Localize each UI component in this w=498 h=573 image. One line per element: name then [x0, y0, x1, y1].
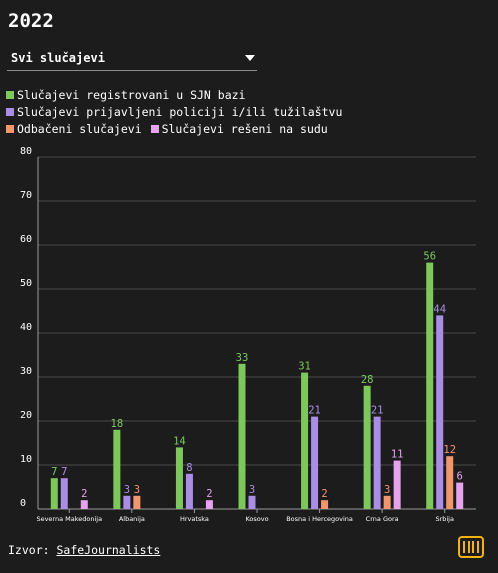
source-prefix: Izvor:: [8, 543, 50, 557]
bar: [456, 482, 464, 509]
y-tick-label: 30: [20, 366, 32, 377]
bar: [123, 495, 131, 509]
data-label: 28: [361, 374, 374, 386]
chart-title: 2022: [8, 10, 54, 32]
data-label: 3: [384, 484, 390, 496]
bar: [383, 495, 391, 509]
bar: [50, 478, 58, 509]
bar: [426, 262, 434, 509]
bar: [205, 500, 213, 509]
data-label: 44: [433, 303, 446, 315]
bar: [393, 460, 401, 509]
bar: [185, 473, 193, 509]
bar: [248, 495, 256, 509]
brand-logo-icon: [458, 536, 484, 558]
legend-swatch: [150, 125, 159, 133]
data-label: 56: [423, 251, 436, 263]
legend-label: Odbačeni slučajevi: [17, 122, 142, 136]
data-label: 3: [249, 484, 255, 496]
data-label: 3: [134, 484, 140, 496]
data-label: 11: [391, 449, 404, 461]
bar: [133, 495, 141, 509]
legend: Slučajevi registrovani u SJN bazi Slučaj…: [6, 87, 492, 138]
data-label: 12: [443, 444, 456, 456]
bar: [113, 429, 121, 509]
legend-item-registered[interactable]: Slučajevi registrovani u SJN bazi: [6, 87, 245, 104]
x-tick-label: Srbija: [435, 515, 454, 523]
y-tick-label: 80: [20, 146, 32, 157]
data-label: 31: [298, 361, 311, 373]
case-filter-dropdown[interactable]: Svi slučajevi: [7, 46, 257, 71]
bar: [436, 315, 444, 509]
legend-label: Slučajevi registrovani u SJN bazi: [17, 88, 246, 102]
y-tick-label: 70: [20, 190, 32, 201]
data-label: 21: [371, 405, 384, 417]
data-label: 8: [186, 462, 192, 474]
source-footer: Izvor: SafeJournalists: [8, 543, 160, 557]
data-label: 14: [173, 435, 186, 447]
x-tick-label: Bosna i Hercegovina: [286, 515, 353, 523]
legend-item-reported[interactable]: Slučajevi prijavljeni policiji i/ili tuž…: [6, 104, 342, 121]
bar: [60, 478, 68, 509]
data-label: 18: [111, 418, 124, 430]
y-tick-label: 10: [20, 454, 32, 465]
x-tick-label: Crna Gora: [366, 515, 399, 523]
data-label: 6: [457, 471, 463, 483]
source-link[interactable]: SafeJournalists: [56, 543, 161, 557]
bar: [301, 372, 309, 509]
bar: [175, 447, 183, 509]
data-label: 7: [61, 466, 67, 478]
y-tick-label: 20: [20, 410, 32, 421]
legend-swatch: [6, 108, 14, 116]
legend-swatch: [6, 125, 14, 133]
legend-item-resolved[interactable]: Slučajevi rešeni na sudu: [150, 121, 328, 138]
y-tick-label: 50: [20, 278, 32, 289]
bar: [80, 500, 88, 509]
bar: [446, 456, 454, 509]
x-tick-label: Hrvatska: [180, 515, 209, 523]
data-label: 2: [321, 488, 327, 500]
legend-label: Slučajevi prijavljeni policiji i/ili tuž…: [17, 105, 343, 119]
data-label: 2: [81, 488, 87, 500]
y-tick-label: 60: [20, 234, 32, 245]
x-tick-label: Albanija: [119, 515, 145, 523]
data-label: 21: [308, 405, 321, 417]
bar: [363, 385, 371, 509]
case-filter-selected: Svi slučajevi: [11, 51, 105, 65]
data-label: 7: [51, 466, 57, 478]
y-tick-label: 40: [20, 322, 32, 333]
data-label: 33: [236, 352, 249, 364]
x-tick-label: Kosovo: [245, 515, 268, 523]
bar: [311, 416, 319, 509]
chevron-down-icon: [245, 55, 255, 61]
y-tick-label: 0: [20, 498, 26, 509]
bar: [321, 500, 329, 509]
legend-item-dismissed[interactable]: Odbačeni slučajevi: [6, 121, 142, 138]
legend-swatch: [6, 91, 14, 99]
bar: [238, 363, 246, 509]
legend-label: Slučajevi rešeni na sudu: [161, 122, 328, 136]
data-label: 3: [124, 484, 130, 496]
data-label: 2: [206, 488, 212, 500]
x-tick-label: Severna Makedonija: [36, 515, 102, 523]
bar: [373, 416, 381, 509]
